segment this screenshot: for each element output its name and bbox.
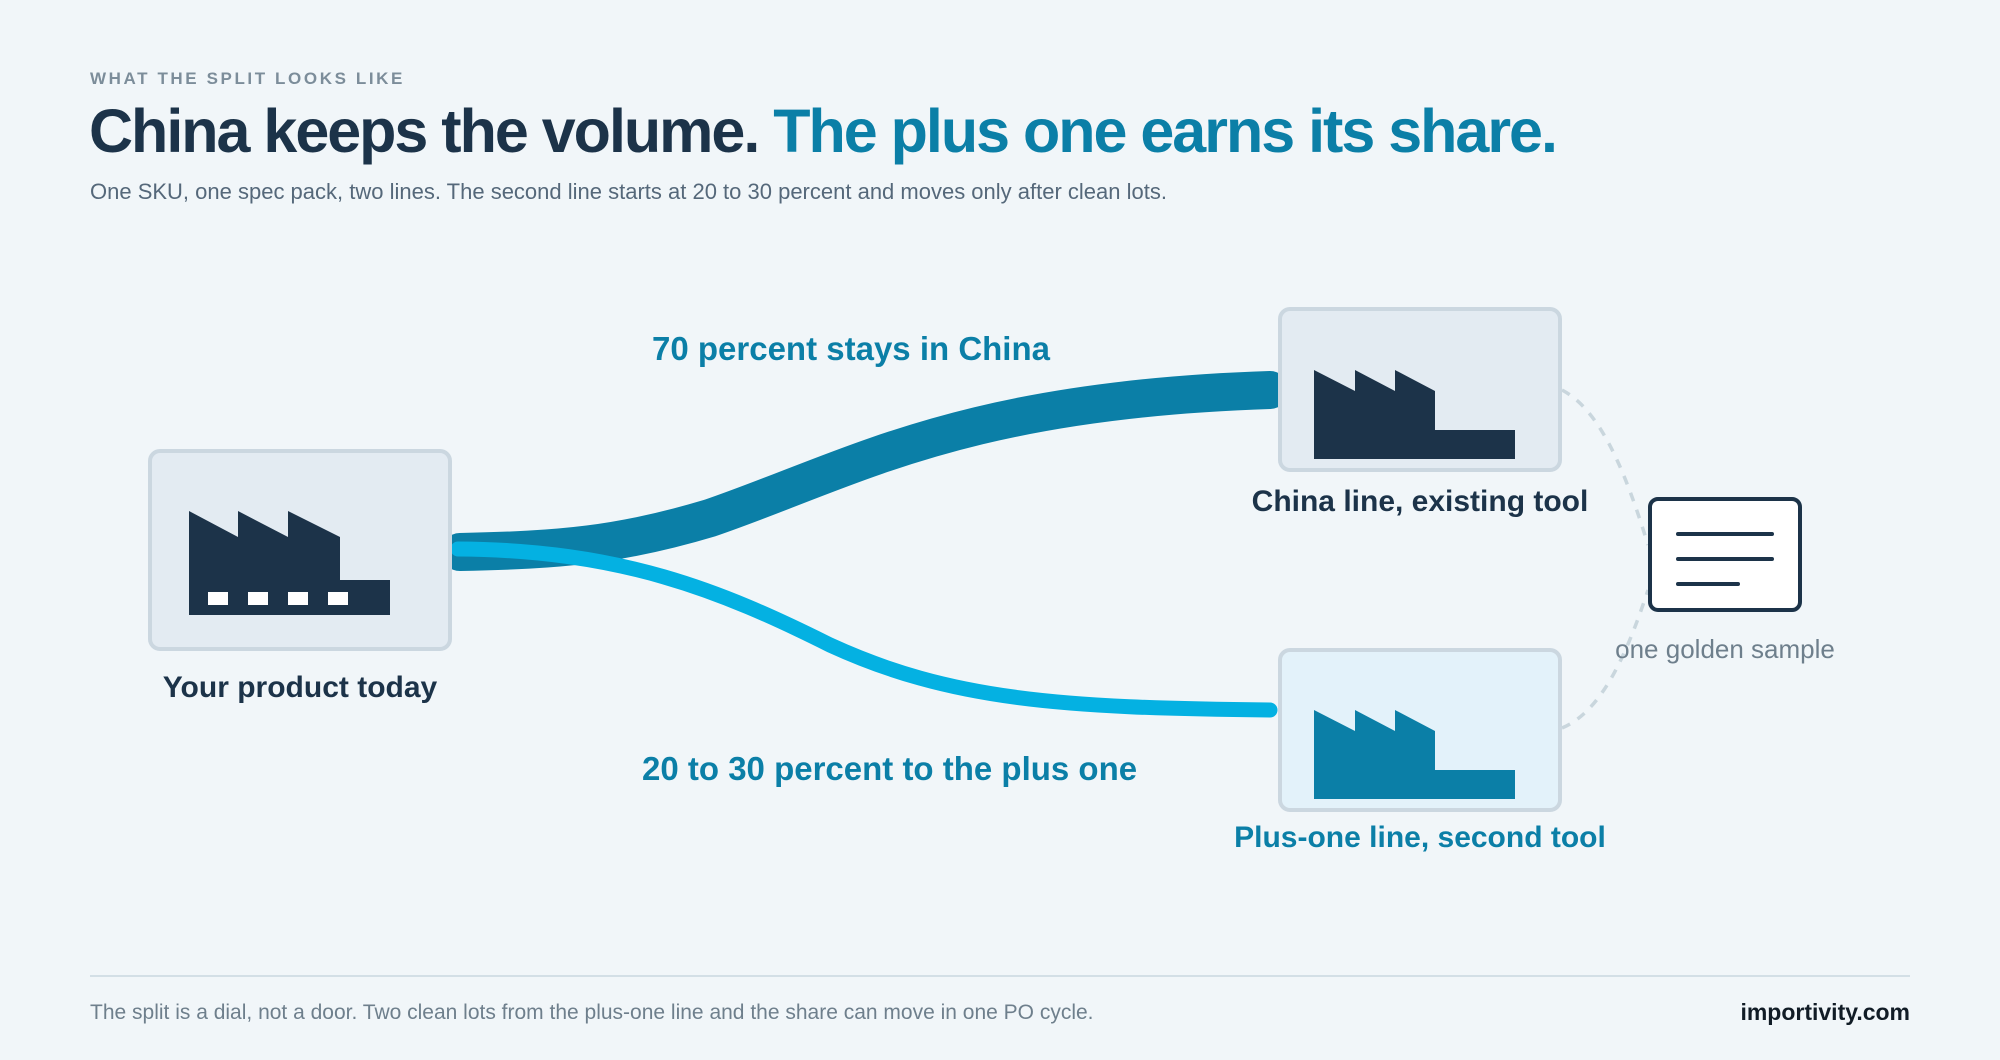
plus-node-label: Plus-one line, second tool <box>1234 821 1606 854</box>
eyebrow: WHAT THE SPLIT LOOKS LIKE <box>90 69 405 88</box>
source-node-label: Your product today <box>162 671 438 704</box>
factory-icon <box>1314 710 1515 799</box>
page-title: China keeps the volume. The plus one ear… <box>89 96 1558 166</box>
document-icon <box>1648 497 1802 612</box>
footer-divider <box>90 975 1910 977</box>
flow-plus-label: 20 to 30 percent to the plus one <box>642 750 1138 787</box>
title-main: China keeps the volume. <box>89 97 760 165</box>
china-flow-ribbon <box>441 371 1289 571</box>
golden-sample-label: one golden sample <box>1615 634 1835 664</box>
brand-link[interactable]: importivity.com <box>1740 999 1910 1025</box>
title-accent: The plus one earns its share. <box>773 97 1558 165</box>
factory-icon <box>189 511 390 615</box>
plus-flow-ribbon <box>450 541 1278 718</box>
subtitle: One SKU, one spec pack, two lines. The s… <box>90 179 1167 204</box>
factory-icon <box>1314 370 1515 459</box>
flow-china-label: 70 percent stays in China <box>652 330 1050 367</box>
footer-note: The split is a dial, not a door. Two cle… <box>90 1001 1094 1024</box>
sample-connector-top <box>1561 388 1650 546</box>
china-node-label: China line, existing tool <box>1251 485 1589 518</box>
